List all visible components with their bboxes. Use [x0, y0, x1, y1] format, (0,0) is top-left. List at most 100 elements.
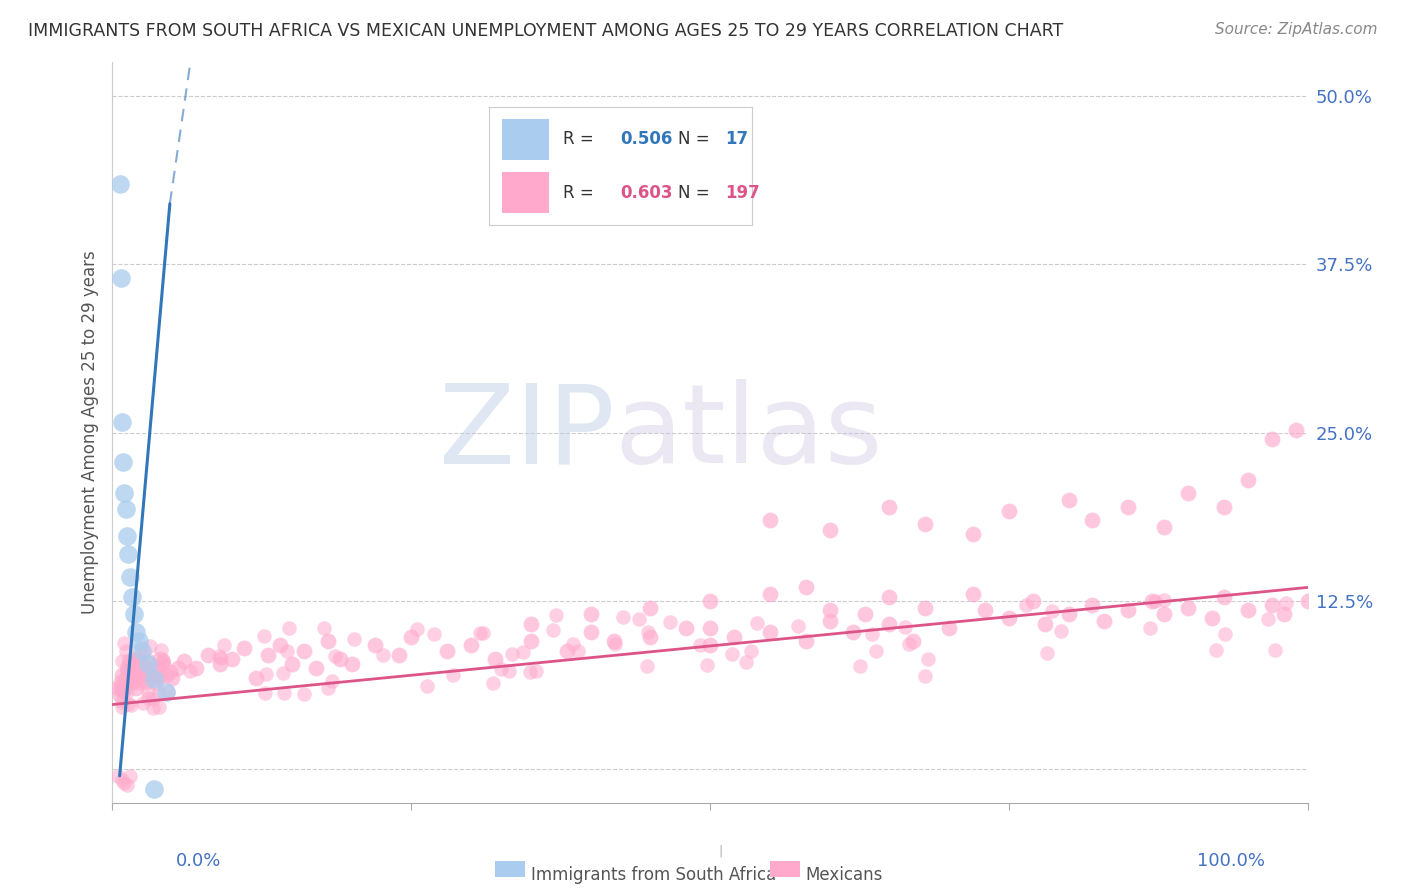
Point: [159, 665, 181, 680]
Point: [1081, 513, 1104, 527]
Point: [329, 652, 352, 666]
Point: [167, 661, 190, 675]
Point: [212, 638, 235, 652]
Point: [484, 652, 506, 666]
Point: [422, 626, 444, 640]
Point: [127, 676, 149, 690]
Point: [120, 769, 142, 783]
Point: [519, 665, 541, 680]
Point: [149, 652, 172, 666]
Point: [879, 500, 901, 514]
Point: [1153, 593, 1175, 607]
FancyBboxPatch shape: [495, 861, 524, 877]
Point: [107, 769, 129, 783]
Point: [1285, 423, 1308, 437]
Point: [131, 648, 153, 663]
Point: [117, 664, 139, 678]
Point: [962, 526, 984, 541]
Point: [115, 661, 138, 675]
Point: [121, 674, 143, 689]
Point: [124, 671, 146, 685]
Point: [148, 686, 170, 700]
Point: [1177, 486, 1199, 500]
Text: Source: ZipAtlas.com: Source: ZipAtlas.com: [1215, 22, 1378, 37]
Point: [818, 603, 841, 617]
Point: [1143, 594, 1166, 608]
Point: [786, 619, 808, 633]
Point: [115, 643, 138, 657]
Point: [818, 614, 841, 628]
Point: [721, 647, 744, 661]
Point: [117, 697, 139, 711]
Point: [640, 600, 662, 615]
Point: [1237, 473, 1260, 487]
Point: [122, 653, 145, 667]
Point: [1014, 599, 1036, 613]
Point: [120, 657, 142, 672]
Point: [879, 590, 901, 604]
Point: [143, 661, 166, 675]
Point: [340, 657, 363, 672]
Point: [273, 686, 295, 700]
Point: [257, 648, 280, 662]
Point: [1057, 492, 1080, 507]
Text: atlas: atlas: [614, 379, 883, 486]
Text: Immigrants from South Africa: Immigrants from South Africa: [531, 866, 776, 884]
Point: [138, 655, 160, 669]
Point: [143, 782, 166, 797]
Point: [252, 629, 274, 643]
Point: [139, 639, 162, 653]
Point: [1042, 604, 1064, 618]
Point: [520, 616, 543, 631]
Point: [740, 644, 762, 658]
Point: [637, 625, 659, 640]
Point: [131, 665, 153, 680]
Point: [122, 675, 145, 690]
Point: [1261, 433, 1284, 447]
Point: [524, 665, 547, 679]
Point: [323, 648, 346, 663]
Point: [696, 658, 718, 673]
Point: [173, 655, 195, 669]
Point: [860, 627, 883, 641]
Point: [253, 686, 276, 700]
Text: 100.0%: 100.0%: [1198, 852, 1265, 870]
Point: [460, 638, 482, 652]
Point: [699, 621, 721, 635]
Text: 0.0%: 0.0%: [176, 852, 221, 870]
Point: [110, 681, 132, 695]
Point: [179, 665, 201, 679]
Point: [628, 612, 651, 626]
Point: [1153, 607, 1175, 622]
Point: [1118, 603, 1140, 617]
Point: [1213, 500, 1236, 514]
Point: [388, 648, 411, 662]
Point: [1022, 594, 1045, 608]
Point: [917, 651, 939, 665]
Point: [139, 668, 162, 682]
Point: [146, 671, 169, 685]
Point: [209, 657, 232, 672]
Point: [898, 637, 921, 651]
Point: [1261, 598, 1284, 612]
Point: [117, 547, 139, 561]
Point: [998, 611, 1021, 625]
Point: [1272, 607, 1295, 622]
Point: [125, 624, 148, 639]
Point: [186, 661, 208, 675]
Point: [148, 660, 170, 674]
Point: [316, 634, 339, 648]
Point: [1033, 616, 1056, 631]
Point: [221, 652, 243, 666]
Point: [120, 698, 142, 712]
Point: [865, 644, 887, 658]
Point: [292, 687, 315, 701]
Point: [759, 513, 782, 527]
Point: [555, 643, 578, 657]
Point: [316, 681, 339, 696]
Point: [111, 772, 134, 787]
Point: [112, 636, 135, 650]
Point: [111, 654, 134, 668]
Point: [579, 624, 602, 639]
Text: ZIP: ZIP: [439, 379, 614, 486]
